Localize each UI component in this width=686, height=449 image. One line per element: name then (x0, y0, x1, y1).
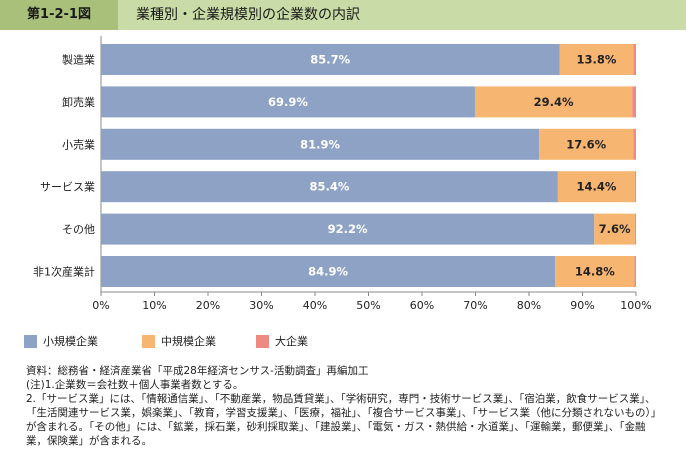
figure-title: 業種別・企業規模別の企業数の内訳 (136, 7, 360, 23)
bar-segment-medium (474, 86, 633, 118)
data-label: 85.4% (309, 180, 349, 194)
data-label: 14.8% (575, 265, 615, 279)
legend-label-large: 大企業 (275, 335, 308, 348)
bar-segment-small (101, 44, 560, 75)
x-tick-label: 30% (249, 299, 273, 312)
bar-segment-small (101, 86, 475, 118)
legend: 小規模企業 中規模企業 大企業 (24, 333, 684, 349)
x-tick-label: 90% (570, 299, 594, 312)
legend-item-small: 小規模企業 (24, 333, 98, 349)
legend-label-medium: 中規模企業 (161, 335, 216, 348)
legend-swatch-small (24, 334, 37, 348)
legend-swatch-medium (142, 334, 155, 348)
bar-segment-small (101, 256, 556, 287)
x-tick-label: 70% (463, 299, 487, 312)
data-label: 92.2% (328, 222, 368, 236)
category-label: 製造業 (62, 53, 95, 67)
category-label: サービス業 (40, 181, 95, 194)
data-label: 84.9% (308, 265, 348, 279)
data-label: 13.8% (576, 53, 616, 67)
data-label: 7.6% (599, 222, 631, 236)
bar-segment-large (634, 213, 636, 245)
bar-segment-large (633, 44, 636, 75)
bar-segment-large (633, 128, 636, 160)
figure-number: 第1-2-1図 (0, 0, 118, 30)
notes: 資料：総務省・経済産業省「平成28年経済センサス‐活動調査」再編加工 (注)1.… (26, 364, 666, 448)
bar-segment-small (101, 128, 540, 160)
bar-segment-small (101, 171, 558, 203)
legend-item-medium: 中規模企業 (142, 333, 216, 349)
data-label: 17.6% (566, 137, 606, 151)
note-2: 2.「サービス業」には、「情報通信業」、「不動産業，物品賃貸業」、「学術研究，専… (26, 393, 662, 447)
data-label: 69.9% (268, 95, 308, 109)
bar-segment-large (634, 256, 636, 287)
bar-segment-medium (557, 171, 635, 203)
bar-segment-medium (594, 213, 635, 245)
data-label: 81.9% (300, 137, 340, 151)
legend-label-small: 小規模企業 (43, 335, 98, 348)
stacked-bar-chart: 製造業 85.7% 13.8% 卸売業 69.9% 29.4% 小売業 81.9% 17.6% サ… (33, 36, 652, 312)
data-label: 14.4% (576, 180, 616, 194)
bar-segment-large (634, 171, 636, 203)
x-tick-label: 50% (356, 299, 380, 312)
category-label: 非1次産業計 (33, 265, 95, 279)
bar-segment-small (101, 213, 595, 245)
bar-segment-large (632, 86, 636, 118)
x-tick-label: 20% (196, 299, 220, 312)
data-label: 85.7% (310, 53, 350, 67)
x-tick-label: 100% (620, 299, 651, 312)
x-tick-label: 0% (92, 299, 109, 312)
x-tick-label: 60% (410, 299, 434, 312)
bar-segment-medium (559, 44, 634, 75)
data-label: 29.4% (534, 95, 574, 109)
source-note: 資料：総務省・経済産業省「平成28年経済センサス‐活動調査」再編加工 (26, 365, 369, 377)
x-tick-label: 10% (142, 299, 166, 312)
legend-swatch-large (256, 334, 269, 348)
legend-item-large: 大企業 (256, 333, 308, 349)
bar-segment-medium (555, 256, 635, 287)
note-1: (注)1.企業数＝会社数＋個人事業者数とする。 (26, 379, 244, 391)
category-label: 小売業 (62, 138, 95, 151)
figure-header: 第1-2-1図 業種別・企業規模別の企業数の内訳 (0, 0, 686, 30)
x-tick-label: 80% (517, 299, 541, 312)
bar-segment-medium (539, 128, 634, 160)
category-label: 卸売業 (62, 95, 95, 109)
x-tick-label: 40% (303, 299, 327, 312)
category-label: その他 (62, 223, 95, 236)
